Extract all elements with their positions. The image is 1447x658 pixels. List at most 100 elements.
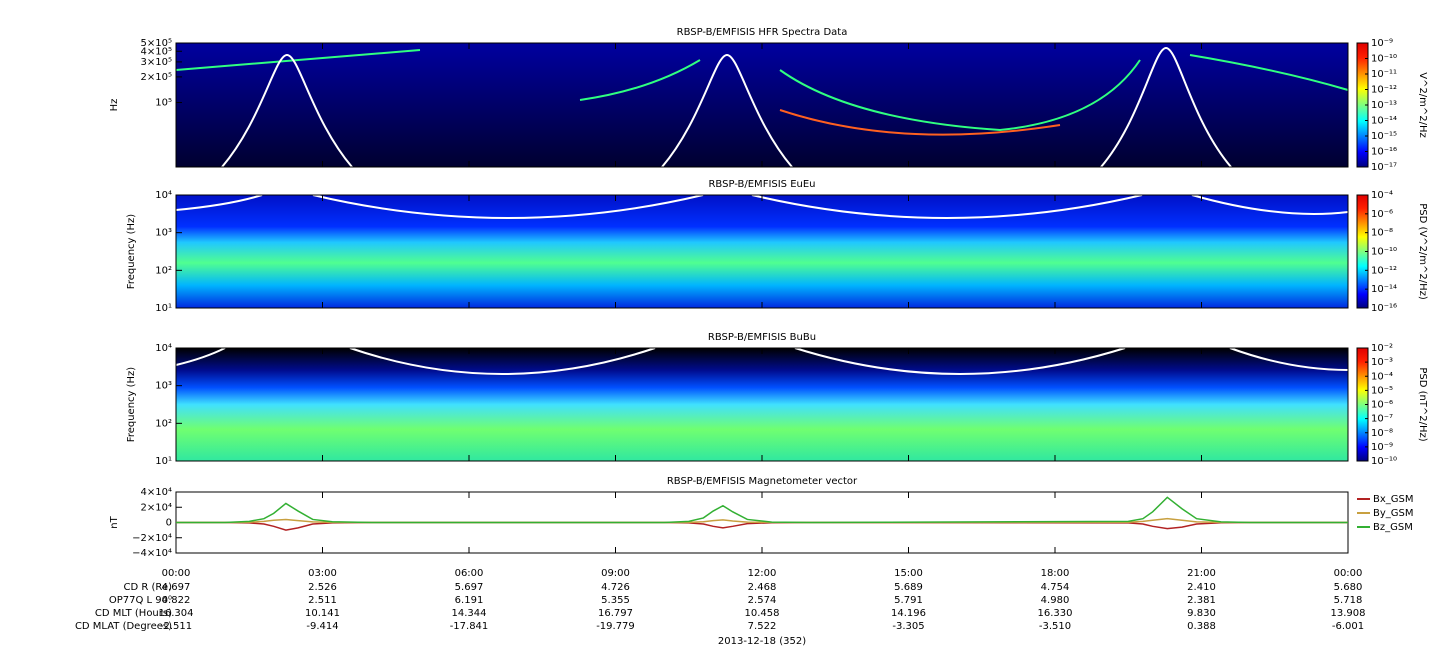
ephemeris-value: 2.526 [308,582,337,593]
y-tick-label: 5×10⁵ [141,38,172,49]
ephemeris-value: 5.355 [601,595,630,606]
y-tick-label: 4×10⁵ [141,46,172,57]
legend-label: Bx_GSM [1373,494,1414,505]
spectrogram-image [175,43,1349,461]
panel-title: RBSP-B/EMFISIS BuBu [708,332,816,343]
ephemeris-value: 9.830 [1187,608,1216,619]
ephemeris-value: 4.697 [162,582,191,593]
ephemeris-value: -2.511 [160,621,192,632]
ephemeris-value: -17.841 [450,621,489,632]
panel-title: RBSP-B/EMFISIS HFR Spectra Data [677,27,848,38]
ephemeris-value: 14.196 [891,608,926,619]
colorbar-tick-label: 10⁻⁴ [1371,190,1393,201]
ephemeris-label: OP77Q L 90⁰ [109,595,172,606]
ephemeris-value: -3.305 [892,621,924,632]
colorbar-tick-label: 10⁻¹³ [1371,100,1397,111]
ephemeris-value: 10.141 [305,608,340,619]
colorbar-tick-label: 10⁻¹² [1371,265,1397,276]
colorbar-tick-label: 10⁻¹⁵ [1371,131,1397,142]
y-tick-label: 10⁵ [155,98,172,109]
x-tick-label: 03:00 [308,568,337,579]
line-series [176,521,1348,531]
y-tick-label: 10³ [155,228,172,239]
colorbar-tick-label: 10⁻¹⁰ [1371,456,1397,467]
colorbar-tick-label: 10⁻⁷ [1371,414,1393,425]
y-tick-label: 10¹ [155,303,172,314]
ephemeris-value: 4.726 [601,582,630,593]
ephemeris-value: 14.344 [452,608,487,619]
ephemeris-value: -9.414 [306,621,338,632]
ephemeris-value: 0.388 [1187,621,1216,632]
ephemeris-value: 4.822 [162,595,191,606]
y-tick-label: 10² [155,265,172,276]
y-tick-label: 4×10⁴ [141,487,172,498]
ephemeris-value: -19.779 [596,621,635,632]
colorbar-tick-label: 10⁻⁹ [1371,442,1393,453]
ephemeris-value: 10.458 [745,608,780,619]
y-tick-label: 2×10⁴ [141,502,172,513]
ephemeris-value: 16.330 [1038,608,1073,619]
date-label: 2013-12-18 (352) [718,636,806,647]
ephemeris-value: 2.410 [1187,582,1216,593]
y-tick-label: 10⁴ [155,190,172,201]
ephemeris-label: CD R (Re) [124,582,173,593]
colorbar-label: V^2/m^2/Hz [1417,72,1428,138]
x-tick-label: 21:00 [1187,568,1216,579]
ephemeris-value: 2.574 [748,595,777,606]
colorbar-tick-label: 10⁻⁶ [1371,209,1393,220]
ephemeris-value: 13.908 [1331,608,1366,619]
y-tick-label: 2×10⁵ [141,72,172,83]
panel-title: RBSP-B/EMFISIS Magnetometer vector [667,476,858,487]
ephemeris-value: 2.468 [748,582,777,593]
ephemeris-value: 5.697 [455,582,484,593]
x-tick-label: 18:00 [1041,568,1070,579]
colorbar-tick-label: 10⁻¹⁷ [1371,162,1397,173]
colorbar-tick-label: 10⁻¹⁶ [1371,147,1397,158]
colorbar-tick-label: 10⁻⁸ [1371,428,1393,439]
colorbar-tick-label: 10⁻² [1371,343,1393,354]
y-axis-label: Frequency (Hz) [126,214,137,290]
x-tick-label: 00:00 [162,568,191,579]
ephemeris-value: -3.510 [1039,621,1071,632]
ephemeris-label: CD MLAT (Degrees) [75,621,172,632]
ephemeris-value: 16.304 [159,608,194,619]
y-axis-label: Hz [109,99,120,112]
ephemeris-value: 16.797 [598,608,633,619]
y-tick-label: 0 [166,518,172,529]
y-axis-label: Frequency (Hz) [126,367,137,443]
ephemeris-value: 5.689 [894,582,923,593]
y-tick-label: −2×10⁴ [132,533,172,544]
colorbar-tick-label: 10⁻¹⁴ [1371,116,1397,127]
colorbar-tick-label: 10⁻¹⁰ [1371,247,1397,258]
y-tick-label: 3×10⁵ [141,57,172,68]
y-tick-label: 10¹ [155,456,172,467]
ephemeris-value: 6.191 [455,595,484,606]
legend-label: By_GSM [1373,508,1414,519]
ephemeris-value: 5.791 [894,595,923,606]
ephemeris-value: 4.980 [1041,595,1070,606]
line-series [176,517,1348,524]
ephemeris-value: 2.511 [308,595,337,606]
colorbar-tick-label: 10⁻¹⁶ [1371,303,1397,314]
ephemeris-value: 7.522 [748,621,777,632]
ephemeris-value: -6.001 [1332,621,1364,632]
colorbar-tick-label: 10⁻¹⁴ [1371,284,1397,295]
x-tick-label: 15:00 [894,568,923,579]
colorbar-tick-label: 10⁻⁵ [1371,385,1393,396]
ephemeris-value: 4.754 [1041,582,1070,593]
y-tick-label: −4×10⁴ [132,548,172,559]
ephemeris-value: 2.381 [1187,595,1216,606]
colorbar-tick-label: 10⁻³ [1371,357,1393,368]
x-tick-label: 12:00 [748,568,777,579]
ephemeris-value: 5.680 [1334,582,1363,593]
y-tick-label: 10³ [155,381,172,392]
colorbar-label: PSD (nT^2/Hz) [1417,367,1428,441]
ephemeris-label: CD MLT (Hours) [95,608,172,619]
colorbar-tick-label: 10⁻¹¹ [1371,69,1397,80]
colorbar-tick-label: 10⁻¹⁰ [1371,54,1397,65]
colorbar-tick-label: 10⁻⁹ [1371,38,1393,49]
x-tick-label: 06:00 [455,568,484,579]
y-axis-label: nT [109,515,120,528]
line-series [176,496,1348,524]
